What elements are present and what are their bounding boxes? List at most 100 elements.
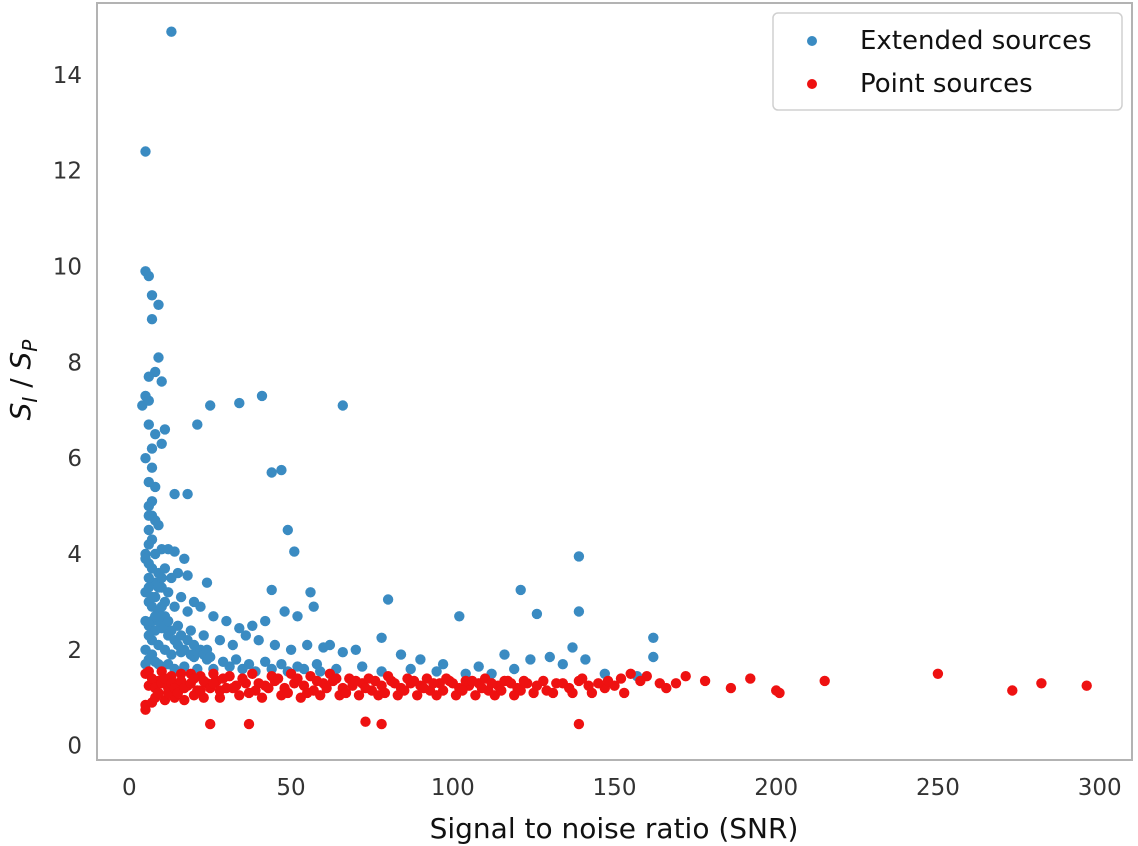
data-point (415, 654, 426, 665)
data-point (285, 644, 297, 655)
data-point (153, 352, 164, 363)
x-tick-label: 150 (593, 775, 637, 801)
data-point (214, 635, 226, 646)
data-point (282, 687, 293, 699)
data-point (670, 678, 682, 689)
data-point (140, 146, 151, 157)
data-point (289, 546, 300, 557)
data-point (166, 649, 177, 660)
data-point (266, 663, 277, 675)
data-point (680, 671, 691, 682)
data-point (146, 462, 158, 473)
data-point (725, 682, 737, 694)
data-point (528, 687, 539, 699)
data-point (266, 584, 277, 596)
data-point (376, 718, 387, 730)
data-point (298, 663, 310, 675)
data-point (602, 675, 614, 687)
data-point (146, 673, 158, 684)
data-point (586, 687, 598, 699)
data-point (260, 615, 271, 627)
data-point (661, 682, 672, 694)
data-point (150, 548, 161, 560)
y-tick-labels: 0 2 4 6 8 10 12 14 (53, 63, 82, 760)
data-point (243, 687, 255, 699)
data-point (256, 390, 268, 402)
data-point (337, 647, 348, 658)
data-point (179, 694, 190, 706)
data-point (499, 649, 510, 660)
data-point (156, 376, 167, 387)
data-point (205, 400, 216, 411)
data-point (153, 520, 164, 531)
y-tick-label: 2 (67, 638, 82, 664)
data-point (182, 570, 193, 581)
data-point (292, 611, 303, 622)
data-point (240, 630, 251, 641)
data-point (217, 673, 229, 684)
data-point (567, 687, 578, 699)
data-point (192, 419, 203, 430)
data-point (315, 666, 326, 677)
data-point (412, 690, 423, 701)
data-point (321, 682, 332, 694)
legend-label-extended: Extended sources (860, 26, 1092, 56)
data-point (159, 563, 171, 574)
data-point (771, 685, 782, 696)
data-point (169, 488, 180, 500)
data-point (198, 675, 209, 687)
data-point (230, 654, 242, 665)
data-point (431, 666, 442, 677)
data-point (486, 678, 497, 689)
data-point (467, 675, 478, 687)
data-point (557, 678, 568, 689)
data-point (143, 395, 154, 406)
data-point (214, 685, 226, 696)
data-point (557, 659, 568, 670)
data-point (143, 539, 154, 550)
x-tick-label: 300 (1078, 775, 1122, 801)
data-point (350, 675, 361, 687)
data-point (237, 663, 248, 675)
data-point (247, 668, 258, 679)
x-tick-label: 50 (276, 775, 305, 801)
data-point (256, 692, 268, 703)
data-point (648, 632, 659, 643)
data-point (279, 606, 290, 617)
data-point (1036, 678, 1047, 689)
data-point (198, 630, 209, 641)
data-point (580, 654, 591, 665)
data-point (185, 625, 196, 636)
data-point (308, 601, 319, 612)
data-point (150, 481, 161, 493)
data-point (146, 290, 158, 301)
x-tick-label: 100 (431, 775, 475, 801)
data-point (146, 496, 158, 507)
data-point (567, 642, 578, 653)
data-point (538, 675, 549, 687)
data-point (370, 675, 381, 687)
data-point (234, 397, 245, 409)
data-point (577, 673, 588, 684)
data-point (379, 687, 391, 699)
data-point (172, 567, 184, 579)
data-point (625, 668, 636, 679)
x-tick-labels: 0 50 100 150 200 250 300 (122, 775, 1122, 801)
data-point (143, 419, 154, 430)
y-tick-label: 14 (53, 63, 82, 89)
data-point (156, 438, 167, 449)
data-point (156, 572, 167, 584)
y-tick-label: 8 (67, 350, 82, 376)
data-point (1007, 685, 1018, 696)
y-tick-label: 12 (53, 159, 82, 185)
data-point (337, 400, 348, 411)
y-tick-label: 4 (67, 542, 82, 568)
data-point (221, 615, 232, 627)
data-point (143, 630, 154, 641)
data-point (224, 661, 235, 672)
data-point (175, 591, 187, 603)
data-point (146, 443, 158, 454)
data-point (382, 594, 394, 605)
data-point (547, 687, 559, 699)
